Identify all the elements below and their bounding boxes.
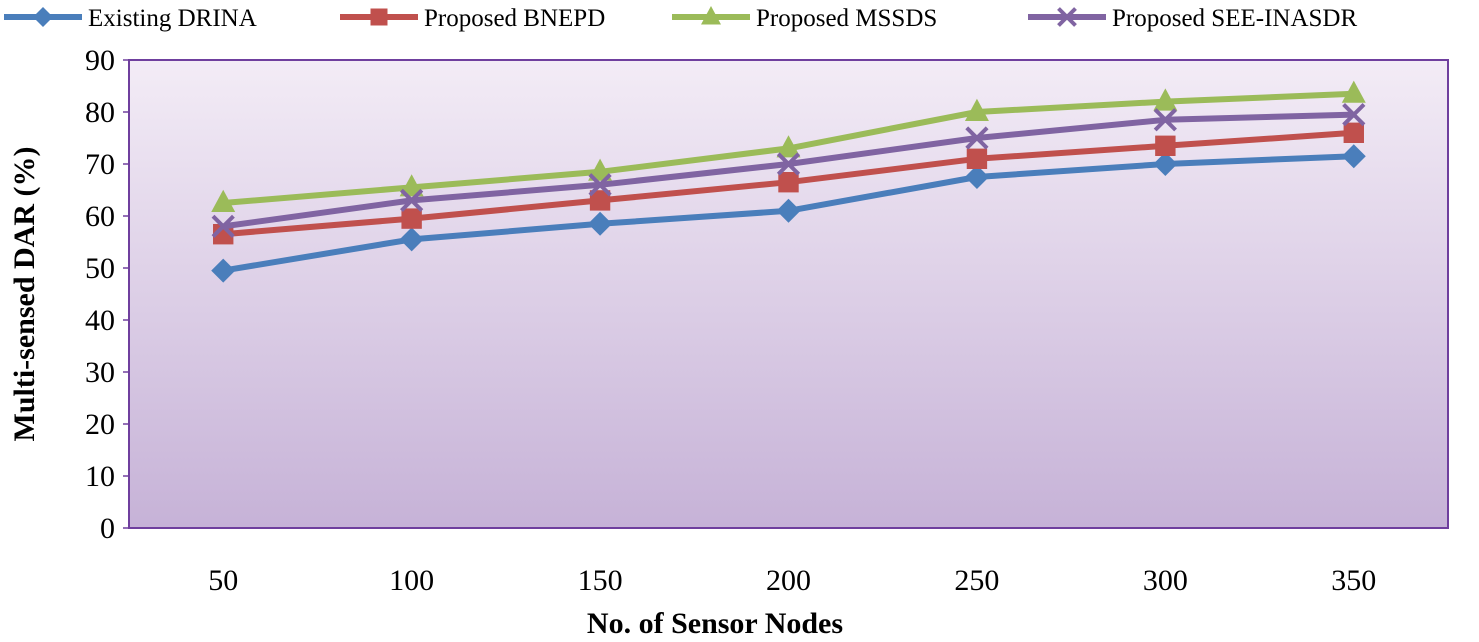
y-axis-title: Multi-sensed DAR (%) (8, 147, 41, 442)
x-tick-label: 300 (1143, 564, 1188, 597)
legend-label: Proposed BNEPD (424, 5, 605, 32)
y-tick-label: 80 (85, 96, 115, 129)
data-point (1341, 144, 1366, 169)
data-point (964, 165, 989, 189)
data-point (776, 152, 801, 176)
data-point (1341, 80, 1366, 103)
data-point (401, 208, 422, 229)
data-point (33, 7, 53, 27)
series (211, 102, 1366, 239)
data-point (399, 174, 424, 197)
data-point (589, 190, 611, 211)
data-point (1153, 108, 1177, 132)
series (211, 144, 1366, 283)
data-point (965, 126, 989, 150)
x-axis-title: No. of Sensor Nodes (587, 607, 843, 640)
x-tick-label: 200 (766, 564, 811, 597)
x-tick-label: 250 (954, 564, 999, 597)
data-point (1155, 135, 1176, 156)
data-point (370, 8, 388, 26)
legend-label: Proposed MSSDS (756, 5, 937, 32)
data-point (966, 148, 988, 169)
y-tick-label: 20 (85, 408, 115, 441)
x-tick-label: 350 (1331, 564, 1376, 597)
legend-label: Existing DRINA (88, 5, 257, 32)
data-point (588, 173, 612, 197)
y-tick-label: 50 (85, 252, 115, 285)
data-point (701, 6, 721, 25)
data-point (1057, 7, 1077, 27)
data-point (588, 211, 613, 236)
y-tick-label: 90 (85, 44, 115, 77)
data-point (211, 258, 236, 283)
legend-item: Existing DRINA (4, 5, 257, 32)
y-tick-label: 10 (85, 460, 115, 493)
y-tick-label: 60 (85, 200, 115, 233)
x-tick-label: 50 (208, 564, 238, 597)
data-point (1153, 88, 1178, 111)
data-point (399, 227, 424, 252)
y-tick-label: 70 (85, 148, 115, 181)
y-tick-label: 0 (100, 512, 115, 545)
data-point (1342, 102, 1366, 127)
data-point (1153, 152, 1178, 176)
legend-item: Proposed BNEPD (340, 5, 605, 32)
x-tick-label: 150 (578, 564, 623, 597)
legend-label: Proposed SEE-INASDR (1112, 5, 1357, 32)
data-point (964, 98, 989, 121)
data-point (1343, 122, 1364, 143)
plot-area (128, 59, 1449, 529)
data-point (776, 135, 801, 158)
data-point (778, 172, 799, 193)
data-point (588, 158, 613, 181)
legend-item: Proposed SEE-INASDR (1028, 5, 1357, 32)
y-tick-label: 40 (85, 304, 115, 337)
x-tick-label: 100 (389, 564, 434, 597)
data-point (776, 198, 801, 223)
series (211, 80, 1366, 212)
data-point (211, 214, 235, 239)
data-point (211, 189, 236, 212)
legend-item: Proposed MSSDS (672, 5, 937, 32)
data-point (400, 188, 424, 213)
y-tick-label: 30 (85, 356, 115, 389)
